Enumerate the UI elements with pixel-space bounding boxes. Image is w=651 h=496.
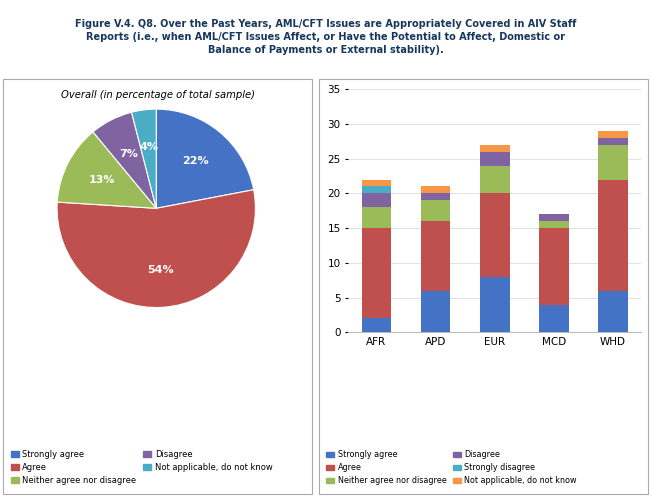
Legend: Strongly agree, Agree, Neither agree nor disagree, Disagree, Not applicable, do : Strongly agree, Agree, Neither agree nor… — [10, 450, 272, 485]
Text: (by departments): (by departments) — [439, 90, 527, 100]
Wedge shape — [57, 190, 255, 308]
Bar — [598, 131, 628, 138]
Bar — [480, 152, 510, 166]
Bar — [421, 291, 450, 332]
Bar — [539, 221, 569, 228]
Bar — [539, 305, 569, 332]
Bar — [361, 318, 391, 332]
Bar — [598, 291, 628, 332]
Wedge shape — [93, 112, 156, 208]
Bar — [539, 214, 569, 221]
Bar — [421, 200, 450, 221]
Bar — [598, 180, 628, 291]
Text: Overall (in percentage of total sample): Overall (in percentage of total sample) — [61, 90, 255, 100]
Bar — [361, 180, 391, 186]
Wedge shape — [156, 109, 254, 208]
Legend: Strongly agree, Agree, Neither agree nor disagree, Disagree, Strongly disagree, : Strongly agree, Agree, Neither agree nor… — [326, 450, 577, 486]
Bar — [361, 207, 391, 228]
Text: 7%: 7% — [119, 148, 138, 159]
Bar — [480, 166, 510, 193]
Wedge shape — [132, 109, 156, 208]
FancyBboxPatch shape — [3, 79, 312, 494]
Bar — [480, 193, 510, 277]
Bar — [421, 186, 450, 193]
Bar — [539, 228, 569, 305]
Text: Figure V.4. Q8. Over the Past Years, AML/CFT Issues are Appropriately Covered in: Figure V.4. Q8. Over the Past Years, AML… — [75, 19, 576, 55]
Bar — [598, 138, 628, 145]
FancyBboxPatch shape — [319, 79, 648, 494]
Bar — [361, 186, 391, 193]
Bar — [480, 145, 510, 152]
Text: 22%: 22% — [182, 156, 209, 166]
Bar — [421, 221, 450, 291]
Bar — [421, 193, 450, 200]
Text: 54%: 54% — [146, 265, 173, 275]
Text: 13%: 13% — [88, 176, 115, 186]
Wedge shape — [57, 132, 156, 208]
Bar — [480, 277, 510, 332]
Text: 4%: 4% — [139, 142, 158, 152]
Bar — [361, 228, 391, 318]
Bar — [361, 193, 391, 207]
Bar — [598, 145, 628, 180]
